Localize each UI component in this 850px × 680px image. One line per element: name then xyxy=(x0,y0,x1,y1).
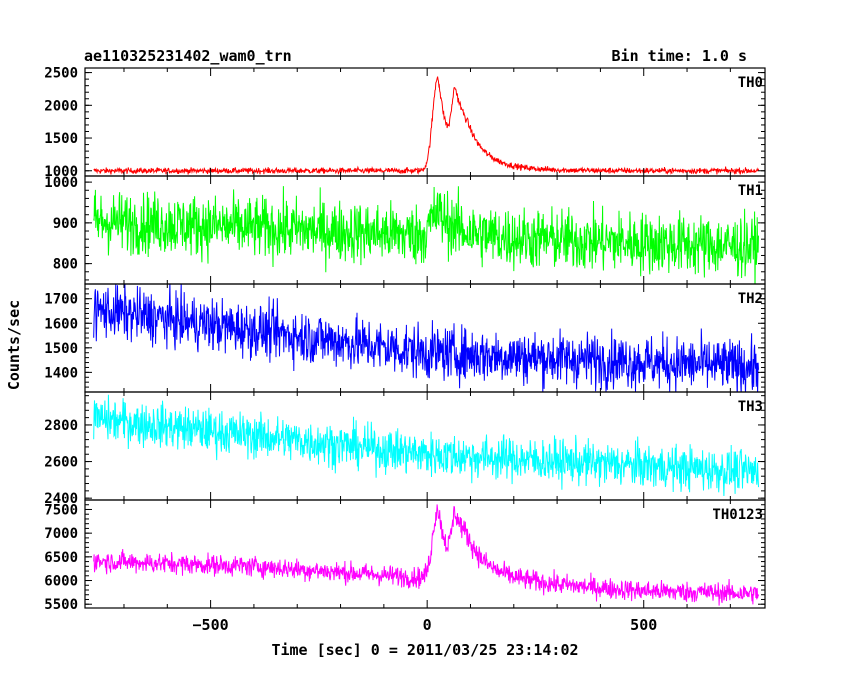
y-tick-label-th0: 1000 xyxy=(44,164,78,180)
y-tick-label-th2: 1500 xyxy=(44,341,78,357)
chart-title: ae110325231402_wam0_trn xyxy=(84,47,292,65)
series-line-th2 xyxy=(93,284,759,392)
y-tick-label-th2: 1600 xyxy=(44,316,78,332)
series-line-th1 xyxy=(93,186,759,284)
frames-group: 1000 1500 2000 2500 TH0 800 900 1000 TH1 1400 1500… xyxy=(44,66,766,634)
y-tick-label-th1: 800 xyxy=(53,257,78,273)
bin-time-label: Bin time: 1.0 s xyxy=(612,47,747,65)
panel-label-th0123: TH0123 xyxy=(712,507,763,523)
x-tick-label: 0 xyxy=(423,616,432,634)
y-tick-label-th0: 2500 xyxy=(44,66,78,82)
y-tick-label-th3: 2800 xyxy=(44,418,78,434)
y-tick-label-th3: 2400 xyxy=(44,491,78,507)
y-tick-label-th1: 1000 xyxy=(44,175,78,191)
y-tick-label-th0123: 6500 xyxy=(44,550,78,566)
series-line-th0123 xyxy=(93,504,759,606)
panel-label-th3: TH3 xyxy=(738,399,763,415)
y-tick-label-th0: 1500 xyxy=(44,131,78,147)
x-tick-label: −500 xyxy=(193,616,229,634)
x-tick-label: 500 xyxy=(630,616,657,634)
panel-label-th0: TH0 xyxy=(738,75,763,91)
y-axis-label: Counts/sec xyxy=(5,300,23,390)
x-axis-label: Time [sec] 0 = 2011/03/25 23:14:02 xyxy=(271,641,578,659)
series-line-th3 xyxy=(93,394,759,497)
y-tick-label-th0: 2000 xyxy=(44,98,78,114)
series-line-th0 xyxy=(93,76,759,176)
panel-label-th2: TH2 xyxy=(738,291,763,307)
panel-label-th1: TH1 xyxy=(738,183,763,199)
panel-frame-th0 xyxy=(84,67,766,177)
y-tick-label-th3: 2600 xyxy=(44,455,78,471)
y-tick-label-th1: 900 xyxy=(53,216,78,232)
panel-frame-th0123 xyxy=(84,499,766,609)
y-tick-label-th0123: 7500 xyxy=(44,502,78,518)
y-tick-label-th0123: 7000 xyxy=(44,526,78,542)
y-tick-label-th2: 1700 xyxy=(44,292,78,308)
y-tick-label-th2: 1400 xyxy=(44,365,78,381)
panels-group xyxy=(93,76,759,606)
y-tick-label-th0123: 6000 xyxy=(44,574,78,590)
y-tick-label-th0123: 5500 xyxy=(44,597,78,613)
